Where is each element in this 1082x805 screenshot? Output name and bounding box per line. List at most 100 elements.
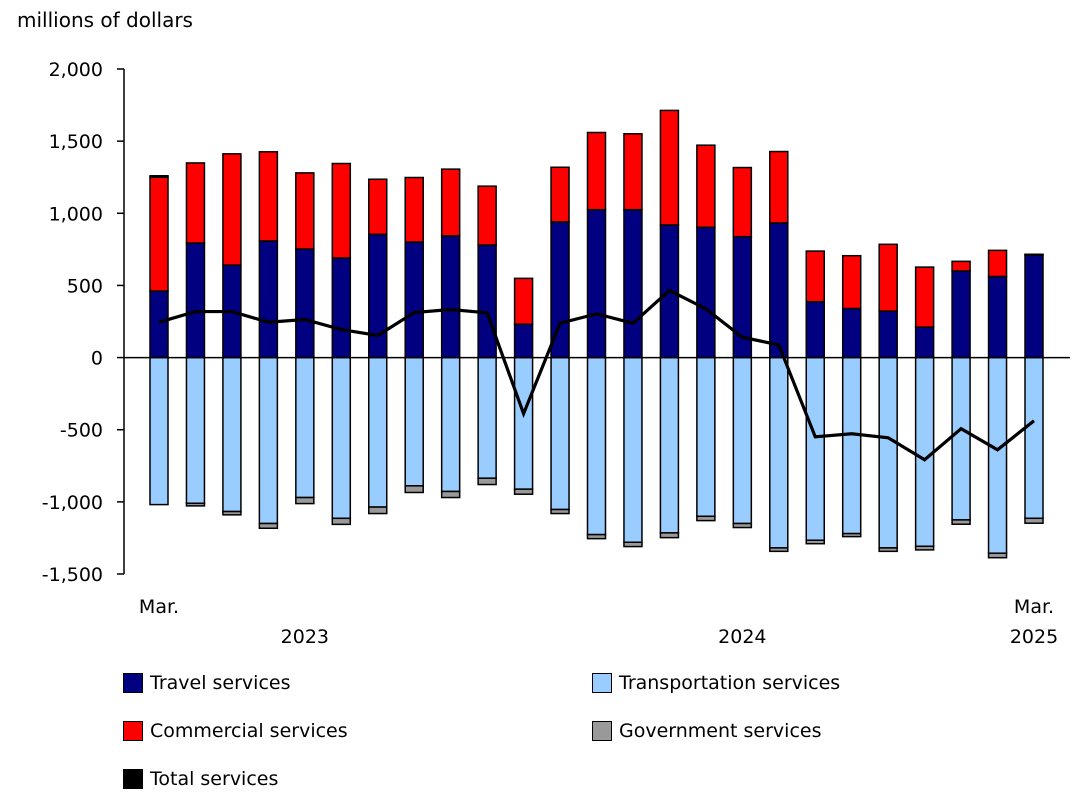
bar-commercial-services: [732, 166, 753, 238]
bar-travel-services: [1024, 254, 1044, 359]
bar-commercial-services: [769, 150, 789, 224]
bar-travel-services: [477, 244, 497, 359]
bar-government-services: [696, 515, 716, 522]
bar-commercial-services: [1024, 253, 1044, 256]
bar-travel-services: [331, 257, 352, 359]
bar-travel-services: [951, 270, 971, 359]
bar-government-services: [149, 175, 169, 178]
bar-government-services: [477, 477, 497, 486]
bar-government-services: [185, 502, 206, 507]
y-tick-label: -1,000: [42, 492, 103, 514]
bar-government-services: [987, 552, 1008, 559]
bar-commercial-services: [513, 277, 534, 325]
bar-transportation-services: [914, 356, 935, 548]
bar-commercial-services: [368, 178, 388, 236]
y-tick-label: 2,000: [49, 59, 103, 81]
legend-label: Total services: [150, 768, 279, 790]
bar-travel-services: [368, 233, 388, 359]
legend-total-services: Total services: [123, 768, 278, 790]
bar-commercial-services: [659, 109, 680, 226]
bar-commercial-services: [805, 250, 825, 303]
bar-government-services: [513, 488, 534, 495]
bar-travel-services: [295, 248, 315, 359]
y-tick-label: 500: [67, 275, 103, 297]
bar-transportation-services: [550, 356, 570, 511]
bar-transportation-services: [258, 356, 279, 525]
bar-travel-services: [149, 290, 169, 359]
bar-commercial-services: [477, 185, 497, 246]
bar-transportation-services: [732, 356, 753, 525]
bar-commercial-services: [440, 168, 461, 237]
bar-government-services: [586, 533, 607, 540]
y-tick-label: 0: [91, 348, 103, 370]
bar-government-services: [951, 519, 971, 525]
bar-transportation-services: [404, 356, 424, 487]
legend-government-services: Government services: [592, 720, 822, 742]
x-tick-label: Mar.: [139, 596, 179, 618]
bar-commercial-services: [586, 131, 607, 211]
legend-swatch: [123, 769, 143, 789]
bar-travel-services: [914, 326, 935, 359]
legend-label: Travel services: [150, 672, 291, 694]
legend-swatch: [123, 673, 143, 693]
bar-travel-services: [841, 307, 862, 359]
bar-government-services: [659, 532, 680, 539]
bar-travel-services: [586, 208, 607, 359]
bar-government-services: [404, 485, 424, 494]
y-tick-label: -1,500: [42, 564, 103, 586]
bar-travel-services: [185, 242, 206, 359]
bar-commercial-services: [623, 133, 643, 211]
legend-swatch: [592, 673, 612, 693]
bar-travel-services: [513, 323, 534, 359]
bar-government-services: [368, 506, 388, 515]
bar-commercial-services: [149, 176, 169, 292]
bar-commercial-services: [295, 172, 315, 250]
bar-travel-services: [769, 222, 789, 359]
bar-government-services: [258, 522, 279, 530]
bar-commercial-services: [185, 162, 206, 244]
x-tick-label: Mar.: [1014, 596, 1054, 618]
bar-travel-services: [987, 275, 1008, 359]
legend-travel-services: Travel services: [123, 672, 290, 694]
bar-transportation-services: [696, 356, 716, 518]
bar-commercial-services: [878, 243, 898, 312]
bar-travel-services: [623, 208, 643, 359]
bar-transportation-services: [987, 356, 1008, 554]
bar-transportation-services: [477, 356, 497, 479]
bar-commercial-services: [987, 249, 1008, 278]
legend-transportation-services: Transportation services: [592, 672, 840, 694]
bar-transportation-services: [149, 356, 169, 506]
bar-commercial-services: [696, 144, 716, 229]
y-axis-label: millions of dollars: [17, 8, 193, 32]
bar-transportation-services: [222, 356, 242, 513]
bar-transportation-services: [1024, 356, 1044, 520]
legend-swatch: [123, 721, 143, 741]
bar-commercial-services: [841, 254, 862, 310]
bar-transportation-services: [513, 356, 534, 490]
bar-travel-services: [404, 241, 424, 359]
bar-government-services: [440, 490, 461, 499]
y-tick-label: 1,000: [49, 203, 103, 225]
bar-transportation-services: [841, 356, 862, 535]
bar-government-services: [878, 547, 898, 553]
legend-label: Government services: [619, 720, 822, 742]
bar-government-services: [841, 532, 862, 538]
legend-swatch: [592, 721, 612, 741]
bar-transportation-services: [659, 356, 680, 534]
bar-commercial-services: [914, 266, 935, 328]
x-tick-label: 2025: [1010, 626, 1058, 648]
bar-government-services: [769, 547, 789, 553]
bar-transportation-services: [185, 356, 206, 505]
bar-transportation-services: [295, 356, 315, 499]
bar-commercial-services: [951, 260, 971, 272]
bar-commercial-services: [258, 151, 279, 242]
bar-transportation-services: [951, 356, 971, 521]
bar-commercial-services: [331, 162, 352, 259]
bar-government-services: [550, 508, 570, 515]
y-tick-label: -500: [60, 420, 103, 442]
bar-travel-services: [878, 310, 898, 359]
bar-transportation-services: [805, 356, 825, 541]
legend-label: Transportation services: [619, 672, 841, 694]
bar-transportation-services: [440, 356, 461, 493]
